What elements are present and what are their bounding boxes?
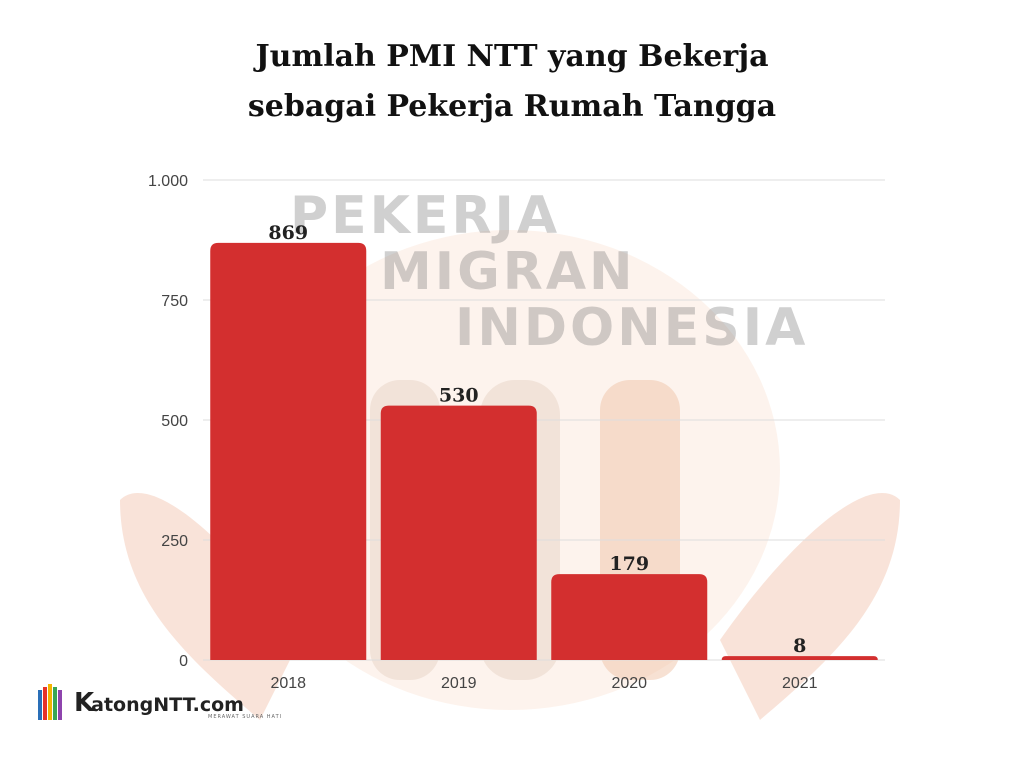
watermark-text: PEKERJA MIGRAN INDONESIA xyxy=(290,188,808,356)
chart-title-line-2: sebagai Pekerja Rumah Tangga xyxy=(247,89,777,124)
y-tick-label: 250 xyxy=(161,533,188,550)
bar-2021 xyxy=(721,656,878,660)
data-label: 179 xyxy=(609,553,649,575)
logo-wordmark: KatongNTT.com xyxy=(74,688,244,718)
y-tick-label: 1.000 xyxy=(148,173,188,190)
illustration-right-hand xyxy=(720,492,900,720)
katongntt-logo: KatongNTT.com MERAWAT SUARA HATI xyxy=(38,684,281,724)
watermark-line-2: MIGRAN xyxy=(380,242,636,302)
y-tick-label: 750 xyxy=(161,293,188,310)
x-tick-label: 2020 xyxy=(611,675,647,692)
illustration-left-hand xyxy=(120,492,300,720)
bar-2020 xyxy=(551,574,708,660)
x-tick-label: 2021 xyxy=(782,675,818,692)
y-tick-label: 0 xyxy=(179,653,188,670)
data-label: 8 xyxy=(793,635,806,657)
chart-title-line-1: Jumlah PMI NTT yang Bekerja xyxy=(255,39,769,74)
chart-title: Jumlah PMI NTT yang Bekerja sebagai Peke… xyxy=(0,32,1024,132)
x-tick-label: 2018 xyxy=(270,675,306,692)
x-tick-label: 2019 xyxy=(441,675,477,692)
bar-2018 xyxy=(210,242,367,660)
y-tick-label: 500 xyxy=(161,413,188,430)
logo-stripes-icon xyxy=(38,684,62,720)
data-label: 869 xyxy=(268,222,308,244)
logo-tagline: MERAWAT SUARA HATI xyxy=(208,714,283,720)
watermark-line-3: INDONESIA xyxy=(455,298,809,358)
data-label: 530 xyxy=(439,385,479,407)
logo-brand: atongNTT.com xyxy=(91,694,244,716)
watermark-line-1: PEKERJA xyxy=(290,186,561,246)
bar-2019 xyxy=(380,405,537,660)
logo-initial: K xyxy=(74,688,95,718)
